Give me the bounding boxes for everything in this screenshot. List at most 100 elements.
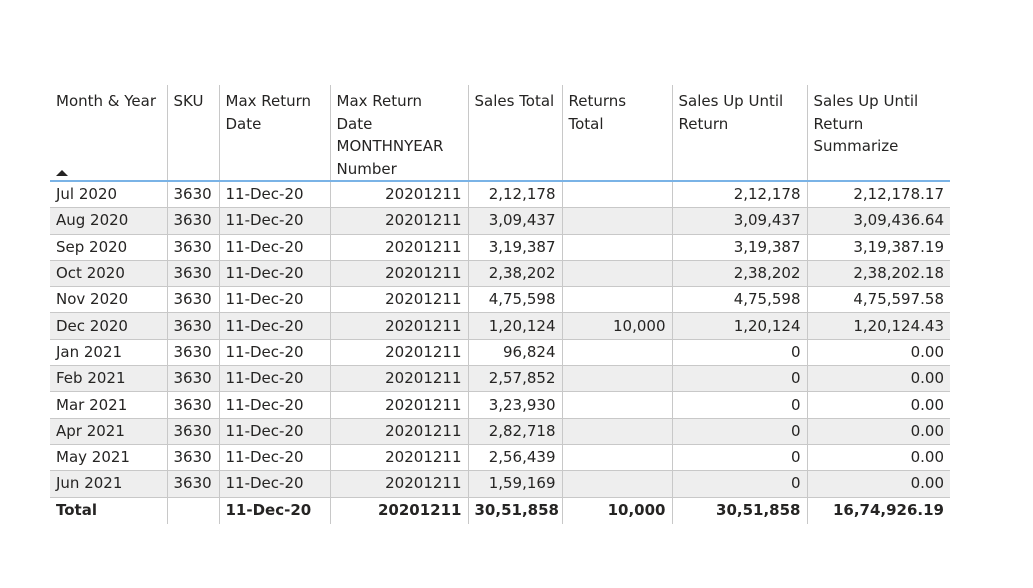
table-cell: 3630	[166, 181, 219, 209]
table-cell: Jun 2021	[50, 470, 167, 498]
table-cell: 4,75,597.58	[806, 286, 950, 314]
table-cell: 3630	[166, 391, 219, 419]
total-cell: 20201211	[329, 496, 468, 524]
table-cell: Aug 2020	[50, 207, 167, 235]
table-cell: 20201211	[329, 418, 468, 445]
table-cell: May 2021	[50, 444, 167, 472]
table-cell: 20201211	[329, 234, 468, 261]
table-row[interactable]: Mar 2021 3630 11-Dec-20 20201211 3,23,930 0 0.…	[50, 391, 950, 419]
table-cell: 11-Dec-20	[218, 260, 330, 288]
table-cell: 0	[671, 418, 807, 445]
table-row[interactable]: Dec 2020 3630 11-Dec-20 20201211 1,20,124 10,…	[50, 312, 950, 340]
table-cell: 3,09,437	[671, 207, 807, 235]
table-cell: 2,56,439	[467, 444, 562, 472]
table-cell: 1,59,169	[467, 470, 562, 498]
table-cell: 10,000	[561, 312, 672, 340]
sort-ascending-icon[interactable]	[56, 170, 68, 176]
data-table: Month & Year SKU Max Return Date Max Return…	[50, 85, 950, 524]
column-header-sku[interactable]: SKU	[166, 85, 219, 182]
table-cell: 20201211	[329, 339, 468, 367]
table-cell: 3630	[166, 339, 219, 367]
table-cell: 20201211	[329, 260, 468, 288]
table-row[interactable]: Aug 2020 3630 11-Dec-20 20201211 3,09,437 3,0…	[50, 207, 950, 235]
table-row[interactable]: Jun 2021 3630 11-Dec-20 20201211 1,59,169 0 0.…	[50, 470, 950, 498]
table-row[interactable]: Oct 2020 3630 11-Dec-20 20201211 2,38,202 2,3…	[50, 260, 950, 288]
table-cell: 20201211	[329, 391, 468, 419]
table-cell: 2,12,178	[671, 181, 807, 209]
table-cell: 2,38,202.18	[806, 260, 950, 288]
table-cell: 2,38,202	[671, 260, 807, 288]
table-cell: 0.00	[806, 444, 950, 472]
table-cell: 3630	[166, 444, 219, 472]
table-cell: Oct 2020	[50, 260, 167, 288]
table-cell: 20201211	[329, 286, 468, 314]
column-header-label: Month & Year	[56, 92, 157, 110]
table-cell: 11-Dec-20	[218, 339, 330, 367]
table-cell: Nov 2020	[50, 286, 167, 314]
total-cell: 30,51,858	[467, 496, 562, 524]
table-cell	[561, 391, 672, 419]
table-cell: 0.00	[806, 418, 950, 445]
table-cell	[561, 470, 672, 498]
table-cell: 3,19,387	[467, 234, 562, 261]
column-header-sales-up-until-return[interactable]: Sales Up Until Return	[671, 85, 807, 182]
table-visual: Month & Year SKU Max Return Date Max Return…	[50, 85, 950, 524]
table-cell: 3630	[166, 365, 219, 393]
table-cell: 3630	[166, 418, 219, 445]
table-cell	[561, 365, 672, 393]
table-cell: 0	[671, 365, 807, 393]
table-row[interactable]: Sep 2020 3630 11-Dec-20 20201211 3,19,387 3,1…	[50, 234, 950, 261]
table-cell	[561, 286, 672, 314]
table-row[interactable]: Feb 2021 3630 11-Dec-20 20201211 2,57,852 0 0.…	[50, 365, 950, 393]
table-cell: Mar 2021	[50, 391, 167, 419]
table-cell: 2,82,718	[467, 418, 562, 445]
total-row: Total 11-Dec-20 20201211 30,51,858 10,000 30,…	[50, 496, 950, 524]
table-cell: 96,824	[467, 339, 562, 367]
table-row[interactable]: Jul 2020 3630 11-Dec-20 20201211 2,12,178 2,1…	[50, 181, 950, 209]
table-cell: 3,23,930	[467, 391, 562, 419]
column-header-label: Sales Up Until Return Summarize	[813, 92, 919, 155]
table-row[interactable]: Nov 2020 3630 11-Dec-20 20201211 4,75,598 4,7…	[50, 286, 950, 314]
table-cell: Dec 2020	[50, 312, 167, 340]
total-cell: 30,51,858	[671, 496, 807, 524]
total-cell: Total	[50, 496, 167, 524]
column-header-returns-total[interactable]: Returns Total	[561, 85, 672, 182]
table-cell: 20201211	[329, 470, 468, 498]
table-cell: 3630	[166, 312, 219, 340]
table-cell: 3630	[166, 286, 219, 314]
total-cell	[166, 496, 219, 524]
table-row[interactable]: Jan 2021 3630 11-Dec-20 20201211 96,824 0 0.00	[50, 339, 950, 367]
table-cell: Apr 2021	[50, 418, 167, 445]
table-cell	[561, 444, 672, 472]
table-cell	[561, 260, 672, 288]
table-cell: 0.00	[806, 339, 950, 367]
table-cell: 2,12,178	[467, 181, 562, 209]
table-cell: 11-Dec-20	[218, 470, 330, 498]
table-cell: 3630	[166, 207, 219, 235]
column-header-sales-up-until-return-summarize[interactable]: Sales Up Until Return Summarize	[806, 85, 950, 182]
table-cell: 4,75,598	[467, 286, 562, 314]
total-cell: 16,74,926.19	[806, 496, 950, 524]
table-cell: 1,20,124	[671, 312, 807, 340]
table-cell: 11-Dec-20	[218, 207, 330, 235]
table-cell: 3,19,387	[671, 234, 807, 261]
column-header-month-year[interactable]: Month & Year	[50, 85, 167, 182]
table-row[interactable]: Apr 2021 3630 11-Dec-20 20201211 2,82,718 0 0.…	[50, 418, 950, 445]
table-cell: 20201211	[329, 312, 468, 340]
table-cell: 3,09,437	[467, 207, 562, 235]
column-header-label: Max Return Date MONTHNYEAR Number	[336, 92, 444, 178]
table-cell: 11-Dec-20	[218, 418, 330, 445]
column-header-label: SKU	[173, 92, 204, 110]
table-cell: 11-Dec-20	[218, 312, 330, 340]
table-cell	[561, 234, 672, 261]
table-cell	[561, 181, 672, 209]
table-cell: Jul 2020	[50, 181, 167, 209]
table-cell: 3630	[166, 260, 219, 288]
column-header-max-return-date[interactable]: Max Return Date	[218, 85, 330, 182]
column-header-sales-total[interactable]: Sales Total	[467, 85, 562, 182]
table-cell: 3630	[166, 234, 219, 261]
table-cell: 2,38,202	[467, 260, 562, 288]
column-header-max-return-date-monthnyear-number[interactable]: Max Return Date MONTHNYEAR Number	[329, 85, 468, 182]
table-row[interactable]: May 2021 3630 11-Dec-20 20201211 2,56,439 0 0.…	[50, 444, 950, 472]
table-cell: 0.00	[806, 365, 950, 393]
